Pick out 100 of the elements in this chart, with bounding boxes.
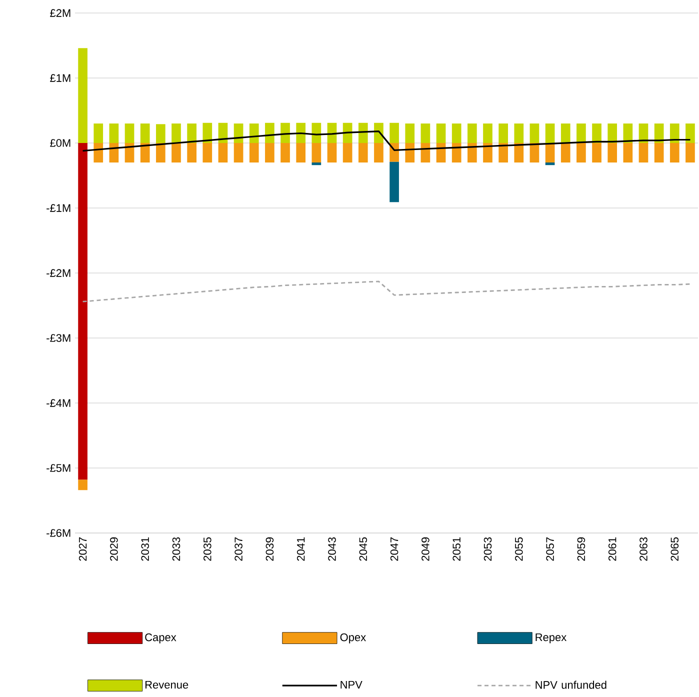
y-tick-label: £1M [50, 74, 70, 82]
bar [358, 143, 368, 162]
bar [140, 124, 150, 143]
x-tick-label: 2059 [577, 537, 586, 561]
x-tick-label: 2057 [546, 537, 554, 561]
bar [483, 124, 492, 143]
x-tick-label: 2039 [266, 537, 274, 561]
y-tick-label: -£3M [46, 334, 70, 342]
bar [592, 143, 602, 162]
bar [327, 143, 337, 162]
x-tick-label: 2053 [484, 537, 492, 561]
x-tick-label: 2047 [390, 537, 398, 561]
bar [686, 143, 695, 162]
y-tick-label: -£5M [46, 464, 70, 472]
bar [249, 124, 259, 143]
bar [218, 143, 228, 162]
bar [498, 124, 508, 143]
x-tick-label: 2065 [670, 537, 679, 561]
bar [467, 143, 477, 162]
bar [156, 143, 166, 162]
bar [530, 124, 540, 143]
x-tick-label: 2049 [422, 537, 430, 561]
bar [249, 143, 259, 162]
bar [686, 124, 695, 143]
bar [78, 48, 88, 143]
x-tick-label: 2033 [172, 537, 180, 561]
bar [265, 122, 274, 143]
bar [94, 143, 104, 162]
x-tick-label: 2043 [328, 537, 336, 561]
legend-label: NPV unfunded [536, 680, 606, 689]
x-tick-label: 2031 [141, 537, 149, 561]
x-tick-label: 2063 [640, 537, 648, 561]
bar [234, 143, 244, 162]
bar [545, 124, 555, 143]
bar [342, 143, 352, 162]
x-tick-label: 2061 [608, 537, 616, 561]
bar [390, 162, 399, 202]
bar [623, 124, 633, 143]
x-tick-label: 2045 [359, 537, 368, 561]
bar [94, 124, 104, 143]
x-tick-label: 2029 [110, 537, 118, 561]
bar [608, 124, 618, 143]
bar [467, 124, 477, 143]
bar [576, 143, 586, 162]
bar [109, 124, 119, 143]
bar [405, 124, 415, 143]
bar [514, 124, 524, 143]
bar [172, 124, 181, 143]
bar [452, 124, 462, 143]
bar [172, 143, 181, 162]
bar [545, 162, 555, 166]
bar [560, 124, 570, 143]
bar [202, 143, 212, 162]
y-tick-label: -£1M [46, 204, 70, 212]
bar [140, 143, 150, 162]
bar [374, 143, 384, 162]
bar [312, 122, 322, 143]
bar [452, 143, 462, 162]
bar [623, 143, 633, 162]
bar [420, 124, 430, 143]
bar [560, 143, 570, 162]
legend-label: Revenue [145, 680, 188, 689]
bar [514, 143, 524, 162]
bar [498, 143, 508, 162]
bar [202, 122, 212, 143]
y-tick-label: £0M [50, 139, 70, 147]
bar [608, 143, 618, 162]
bar [483, 143, 492, 162]
bar [296, 143, 306, 162]
bar [187, 143, 196, 162]
legend-label: NPV [340, 680, 362, 688]
bar [312, 143, 322, 162]
bar [124, 124, 134, 143]
bar [296, 122, 306, 143]
x-tick-label: 2041 [296, 537, 305, 561]
x-tick-label: 2037 [234, 537, 242, 561]
bar [654, 143, 664, 162]
bar [187, 124, 196, 143]
y-tick-label: -£4M [46, 399, 70, 407]
bar [670, 124, 680, 143]
bar [436, 124, 446, 143]
y-tick-label: £2M [50, 9, 70, 17]
bar [78, 480, 88, 490]
x-tick-label: 2035 [204, 537, 212, 561]
x-tick-label: 2051 [452, 537, 460, 561]
legend-label: Repex [536, 633, 567, 644]
bar [405, 143, 415, 162]
bar [592, 124, 602, 143]
y-tick-label: -£2M [46, 269, 70, 277]
bar [358, 122, 368, 143]
bar [390, 122, 399, 143]
legend-label: Opex [340, 633, 366, 644]
bar [638, 143, 648, 162]
x-tick-label: 2055 [515, 537, 523, 561]
bar [576, 124, 586, 143]
bar [78, 143, 88, 480]
bar [280, 143, 290, 162]
bar [280, 122, 290, 143]
bar [265, 143, 274, 162]
x-tick-label: 2027 [78, 537, 87, 561]
